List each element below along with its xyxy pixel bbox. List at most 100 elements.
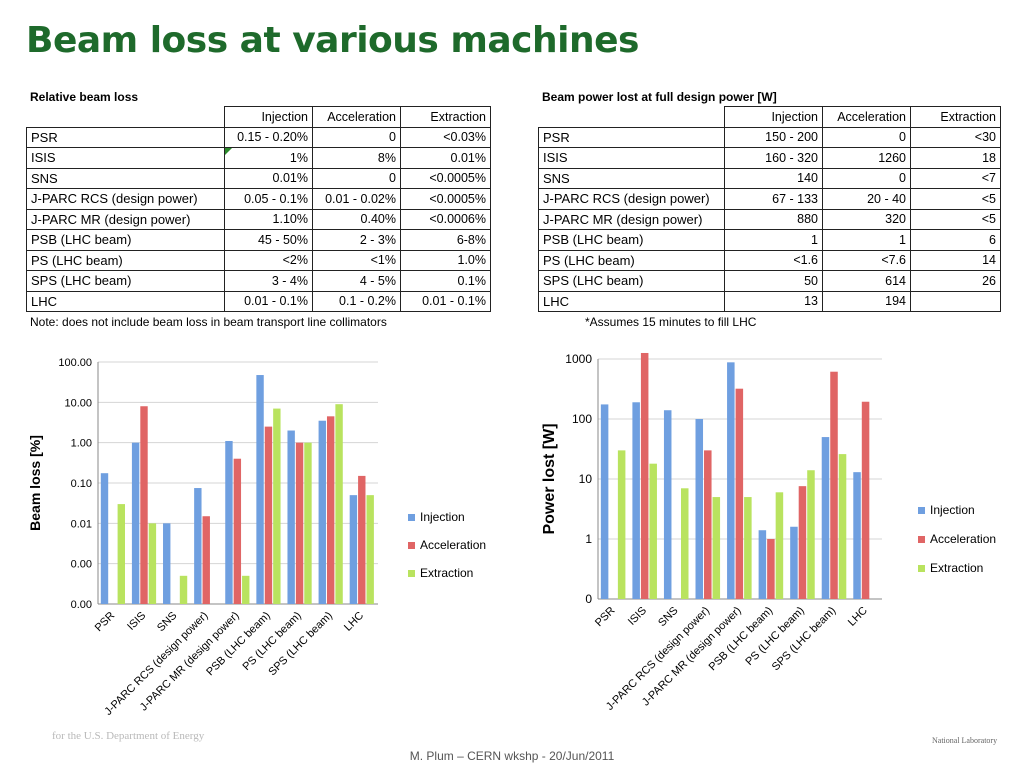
bar-injection (318, 420, 326, 604)
bar-acceleration (830, 371, 838, 599)
header-blank-cell (538, 106, 725, 128)
row-label: PSR (538, 126, 725, 148)
table-cell: <0.03% (400, 126, 491, 148)
header-acceleration: Acceleration (822, 106, 911, 128)
legend-entry: Injection (420, 510, 465, 524)
row-label: LHC (26, 290, 225, 312)
slide-title: Beam loss at various machines (26, 20, 639, 61)
table-cell: <7 (910, 167, 1001, 189)
table-row: LHC 0.01 - 0.1% 0.1 - 0.2% 0.01 - 0.1% (26, 290, 491, 312)
bar-injection (632, 402, 640, 599)
y-tick-label: 0.00 (71, 559, 92, 571)
bar-acceleration (295, 442, 304, 604)
bar-extraction (838, 454, 847, 599)
legend-entry: Acceleration (930, 532, 996, 546)
bar-acceleration (704, 450, 712, 599)
table-row: ISIS 160 - 320 1260 18 (538, 147, 1001, 169)
table-cell: <1% (312, 249, 401, 271)
legend-swatch (408, 570, 415, 577)
row-label: J-PARC MR (design power) (538, 208, 725, 230)
bar-extraction (617, 450, 626, 599)
table-header-row: Injection Acceleration Extraction (26, 106, 491, 128)
table-cell: 2 - 3% (312, 229, 401, 251)
legend-swatch (918, 565, 925, 572)
table-cell: 194 (822, 290, 911, 312)
header-injection: Injection (224, 106, 313, 128)
row-label: SPS (LHC beam) (538, 270, 725, 292)
bar-extraction (712, 497, 721, 599)
x-tick-label: SNS (656, 605, 680, 629)
bar-injection (758, 530, 767, 599)
table-cell: 0.01 - 0.02% (312, 188, 401, 210)
y-tick-label: 0.10 (71, 478, 92, 490)
x-tick-label: ISIS (125, 610, 148, 633)
y-tick-label: 0.00 (71, 599, 92, 611)
bar-injection (663, 410, 672, 599)
bar-extraction (649, 463, 657, 599)
y-axis-label: Beam loss [%] (27, 435, 43, 531)
table-cell: 18 (910, 147, 1001, 169)
bar-extraction (807, 470, 815, 599)
legend-entry: Acceleration (420, 538, 486, 552)
bar-injection (600, 404, 609, 599)
table-row: SPS (LHC beam) 3 - 4% 4 - 5% 0.1% (26, 270, 491, 292)
table-cell: 0 (822, 167, 911, 189)
table-cell: 0.05 - 0.1% (224, 188, 313, 210)
y-tick-label: 100.00 (58, 357, 92, 369)
y-tick-label: 0.01 (71, 518, 92, 530)
row-label: PSB (LHC beam) (26, 229, 225, 251)
footer-citation: M. Plum – CERN wkshp - 20/Jun/2011 (409, 749, 615, 763)
left-table-note: Note: does not include beam loss in beam… (30, 315, 387, 329)
bar-injection (100, 473, 109, 604)
bar-extraction (744, 497, 752, 599)
table-cell: 14 (910, 249, 1001, 271)
table-cell: 1.0% (400, 249, 491, 271)
table-cell: 0.01 - 0.1% (400, 290, 491, 312)
row-label: PSB (LHC beam) (538, 229, 725, 251)
row-label: PS (LHC beam) (538, 249, 725, 271)
footer-doe-text: for the U.S. Department of Energy (52, 730, 205, 742)
bar-acceleration (735, 388, 744, 599)
y-tick-label: 1000 (565, 352, 592, 366)
x-tick-label: LHC (342, 610, 366, 634)
left-table-caption: Relative beam loss (30, 90, 139, 104)
table-cell: 880 (724, 208, 823, 230)
table-cell: 0.01% (224, 167, 313, 189)
header-blank-cell (26, 106, 225, 128)
table-cell: 20 - 40 (822, 188, 911, 210)
bar-injection (194, 488, 202, 604)
table-cell: <5 (910, 188, 1001, 210)
table-cell: 1% (224, 147, 313, 169)
bar-extraction (148, 523, 157, 604)
table-row: J-PARC MR (design power) 1.10% 0.40% <0.000… (26, 208, 491, 230)
relative-beam-loss-table: Injection Acceleration Extraction PSR 0.1… (26, 106, 491, 312)
table-cell: 1.10% (224, 208, 313, 230)
table-row: PS (LHC beam) <1.6 <7.6 14 (538, 249, 1001, 271)
bar-injection (853, 472, 861, 599)
table-cell: <30 (910, 126, 1001, 148)
table-cell: 50 (724, 270, 823, 292)
y-tick-label: 1.00 (71, 438, 92, 450)
table-row: SNS 140 0 <7 (538, 167, 1001, 189)
table-cell: 1 (822, 229, 911, 251)
bar-acceleration (798, 486, 807, 599)
legend-swatch (408, 514, 415, 521)
y-tick-label: 0 (585, 592, 592, 606)
table-cell: 13 (724, 290, 823, 312)
table-cell: 0.01% (400, 147, 491, 169)
table-row: SNS 0.01% 0 <0.0005% (26, 167, 491, 189)
table-cell: 0.1% (400, 270, 491, 292)
row-label: PSR (26, 126, 225, 148)
table-cell: 8% (312, 147, 401, 169)
table-cell: 140 (724, 167, 823, 189)
bar-injection (225, 440, 233, 604)
table-row: PSB (LHC beam) 45 - 50% 2 - 3% 6-8% (26, 229, 491, 251)
row-label: SNS (26, 167, 225, 189)
table-row: PSR 150 - 200 0 <30 (538, 126, 1001, 148)
table-cell: 0 (822, 126, 911, 148)
x-tick-label: PSR (593, 605, 618, 630)
bar-injection (727, 362, 735, 599)
header-extraction: Extraction (910, 106, 1001, 128)
table-cell: <0.0005% (400, 167, 491, 189)
